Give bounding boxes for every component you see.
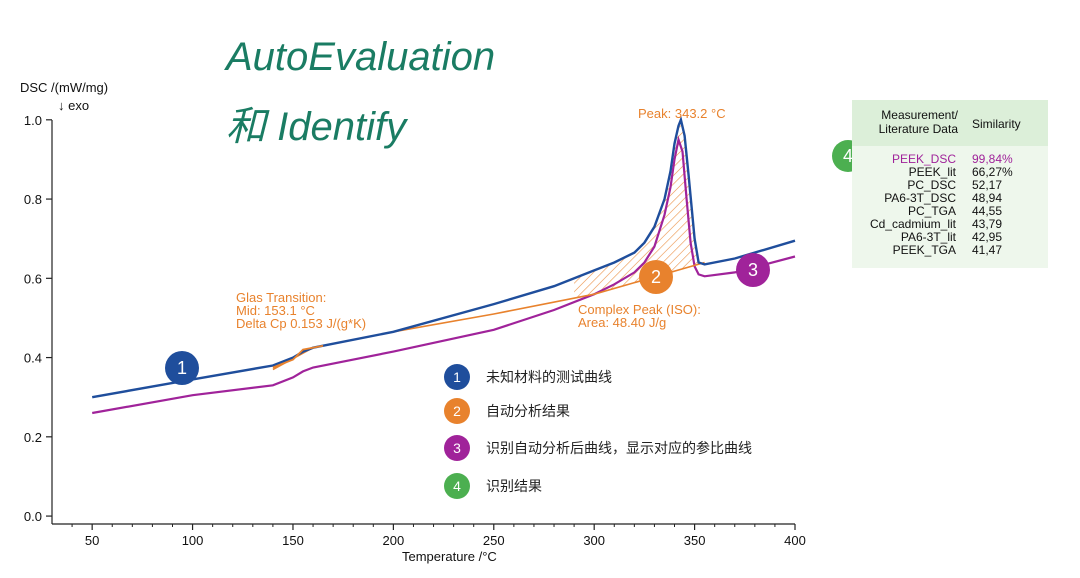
table-row-value: 44,55 xyxy=(972,204,1002,218)
glass-transition-delta: Delta Cp 0.153 J/(g*K) xyxy=(236,316,366,331)
legend-item-3: 3 识别自动分析后曲线，显示对应的参比曲线 xyxy=(444,435,752,461)
legend: 1 未知材料的测试曲线 2 自动分析结果 3 识别自动分析后曲线，显示对应的参比… xyxy=(444,364,752,499)
legend-item-1: 1 未知材料的测试曲线 xyxy=(444,364,612,390)
legend-4-number: 4 xyxy=(453,478,461,494)
y-tick-label-4: 0.8 xyxy=(24,192,42,207)
x-tick-label-200: 200 xyxy=(383,533,405,548)
legend-2-number: 2 xyxy=(453,403,461,419)
legend-3-text: 识别自动分析后曲线，显示对应的参比曲线 xyxy=(486,440,752,456)
marker-2-circle xyxy=(639,260,673,294)
table-header-bg xyxy=(852,100,1048,146)
legend-4-text: 识别结果 xyxy=(486,478,542,494)
table-row-name: PEEK_lit xyxy=(909,165,957,179)
legend-2-text: 自动分析结果 xyxy=(486,403,570,419)
complex-peak-area-fill xyxy=(574,120,699,299)
marker-3: 3 xyxy=(736,253,770,287)
table-row-name: Cd_cadmium_lit xyxy=(870,217,957,231)
marker-3-circle xyxy=(736,253,770,287)
marker-2-number: 2 xyxy=(651,267,661,287)
table-row-value: 66,27% xyxy=(972,165,1013,179)
table-header-col2: Similarity xyxy=(972,117,1021,131)
table-row-value: 41,47 xyxy=(972,243,1002,257)
y-tick-label-2: 0.4 xyxy=(24,351,42,366)
table-row-value: 43,79 xyxy=(972,217,1002,231)
legend-3-number: 3 xyxy=(453,440,461,456)
legend-3-dot xyxy=(444,435,470,461)
legend-1-number: 1 xyxy=(453,369,461,385)
y-tick-label-5: 1.0 xyxy=(24,113,42,128)
similarity-table: Measurement/ Literature Data Similarity … xyxy=(852,100,1048,268)
x-tick-label-250: 250 xyxy=(483,533,505,548)
marker-4-number: 4 xyxy=(843,146,853,166)
table-row-value: 52,17 xyxy=(972,178,1002,192)
table-row-name: PA6-3T_lit xyxy=(901,230,957,244)
table-row-value: 48,94 xyxy=(972,191,1002,205)
x-tick-label-300: 300 xyxy=(583,533,605,548)
y-tick-label-0: 0.0 xyxy=(24,509,42,524)
table-body-bg xyxy=(852,146,1048,268)
x-tick-label-400: 400 xyxy=(784,533,806,548)
x-tick-label-350: 350 xyxy=(684,533,706,548)
glass-transition-title: Glas Transition: xyxy=(236,290,326,305)
table-header-col1-line2: Literature Data xyxy=(879,122,959,136)
reference-curve xyxy=(92,135,796,415)
marker-2: 2 xyxy=(639,260,673,294)
measured-curve xyxy=(91,115,796,399)
table-header-col1-line1: Measurement/ xyxy=(881,108,958,122)
table-row-name: PC_TGA xyxy=(908,204,956,218)
y-axis-title: DSC /(mW/mg) xyxy=(20,80,108,95)
x-tick-label-100: 100 xyxy=(182,533,204,548)
legend-item-4: 4 识别结果 xyxy=(444,473,542,499)
y-axis-note: ↓ exo xyxy=(58,98,89,113)
table-row-name: PC_DSC xyxy=(907,178,956,192)
table-row-value: 99,84% xyxy=(972,152,1013,166)
x-tick-label-50: 50 xyxy=(85,533,99,548)
legend-item-2: 2 自动分析结果 xyxy=(444,398,570,424)
y-tick-label-3: 0.6 xyxy=(24,271,42,286)
glass-transition-marker xyxy=(272,344,324,369)
x-tick-label-150: 150 xyxy=(282,533,304,548)
y-tick-label-1: 0.2 xyxy=(24,430,42,445)
marker-1: 1 xyxy=(165,351,199,385)
glass-transition-mid: Mid: 153.1 °C xyxy=(236,303,315,318)
complex-peak-area: Area: 48.40 J/g xyxy=(578,315,666,330)
legend-1-text: 未知材料的测试曲线 xyxy=(486,369,612,385)
headline-line-2: 和 Identify xyxy=(226,105,409,149)
marker-3-number: 3 xyxy=(748,260,758,280)
marker-1-number: 1 xyxy=(177,358,187,378)
legend-2-dot xyxy=(444,398,470,424)
table-row-name: PA6-3T_DSC xyxy=(884,191,956,205)
table-row-value: 42,95 xyxy=(972,230,1002,244)
headline-line-1: AutoEvaluation xyxy=(224,35,495,79)
table-row-name: PEEK_DSC xyxy=(892,152,956,166)
peak-annotation: Peak: 343.2 °C xyxy=(638,106,726,121)
complex-peak-title: Complex Peak (ISO): xyxy=(578,302,701,317)
marker-1-circle xyxy=(165,351,199,385)
x-axis-title: Temperature /°C xyxy=(402,549,497,564)
legend-4-dot xyxy=(444,473,470,499)
legend-1-dot xyxy=(444,364,470,390)
table-row-name: PEEK_TGA xyxy=(893,243,956,257)
